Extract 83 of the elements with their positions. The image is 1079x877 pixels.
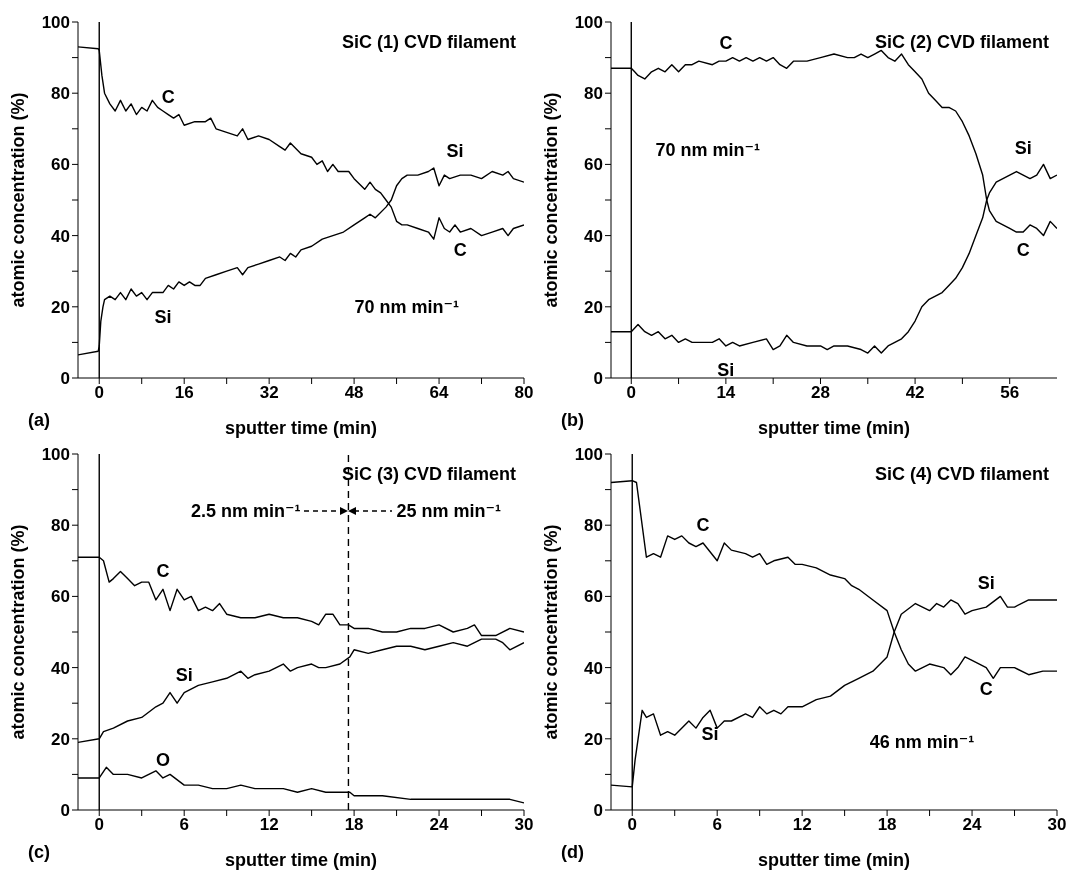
y-axis-title: atomic concentration (%): [8, 524, 29, 740]
x-tick-label: 32: [259, 383, 279, 403]
y-tick-label: 60: [51, 587, 70, 607]
x-tick-label: 24: [962, 815, 983, 835]
y-tick-label: 40: [51, 658, 70, 678]
x-tick-label: 30: [514, 815, 534, 835]
annotation: C: [1015, 240, 1031, 262]
x-tick-label: 16: [174, 383, 194, 403]
series-label: Si: [175, 664, 193, 685]
y-tick-label: 40: [584, 226, 603, 246]
x-axis-title: sputter time (min): [757, 850, 911, 870]
x-axis-title: sputter time (min): [224, 850, 378, 870]
y-tick-label: 80: [51, 516, 70, 536]
x-tick-label: 42: [905, 383, 925, 403]
x-tick-label: 0: [627, 815, 637, 835]
series-label: C: [696, 515, 710, 535]
annotation: Si: [976, 573, 996, 595]
x-tick-label: 18: [877, 815, 897, 835]
x-tick-label: 14: [716, 383, 736, 403]
annotation: C: [978, 679, 994, 701]
x-tick-label: 6: [179, 815, 189, 835]
y-tick-label: 80: [51, 84, 70, 104]
x-axis-title: sputter time (min): [224, 418, 378, 438]
annotation: Si: [445, 141, 465, 163]
y-tick-label: 40: [51, 226, 70, 246]
annotation: 70 nm min⁻¹: [354, 295, 460, 318]
x-tick-label: 12: [792, 815, 812, 835]
y-tick-label: 0: [593, 369, 603, 389]
text: (a): [28, 410, 50, 431]
x-tick-label: 80: [514, 383, 534, 403]
x-tick-label: 30: [1047, 815, 1067, 835]
text: SiC (3) CVD filament: [341, 464, 516, 485]
y-tick-label: 20: [584, 729, 603, 749]
y-tick-label: 0: [593, 801, 603, 821]
x-tick-label: 0: [626, 383, 637, 403]
y-tick-label: 60: [51, 155, 70, 175]
x-tick-label: 18: [344, 815, 364, 835]
annotation: C: [452, 240, 468, 262]
y-tick-label: 0: [60, 801, 70, 821]
annotation: Si: [1013, 137, 1033, 159]
y-tick-label: 100: [574, 445, 603, 465]
annotation: 2.5 nm min⁻¹: [190, 499, 301, 522]
series-label: C: [156, 561, 170, 582]
y-tick-label: 100: [41, 445, 70, 465]
y-tick-label: 20: [51, 729, 70, 749]
x-tick-label: 12: [259, 815, 279, 835]
x-tick-label: 56: [1000, 383, 1020, 403]
text: (c): [28, 842, 50, 863]
x-tick-label: 64: [429, 383, 450, 403]
y-tick-label: 60: [584, 155, 603, 175]
x-tick-label: 28: [811, 383, 830, 403]
y-axis-title: atomic concentration (%): [541, 92, 562, 308]
text: SiC (1) CVD filament: [341, 32, 516, 53]
text: SiC (4) CVD filament: [874, 464, 1049, 485]
annotation: 70 nm min⁻¹: [655, 139, 761, 162]
x-tick-label: 0: [94, 815, 104, 835]
series-label: O: [155, 749, 170, 770]
text: (d): [561, 842, 584, 863]
series-label: Si: [717, 359, 735, 380]
y-axis-title: atomic concentration (%): [8, 92, 29, 308]
y-tick-label: 100: [41, 13, 70, 33]
series-label: C: [719, 33, 733, 54]
y-tick-label: 20: [51, 297, 70, 317]
text: SiC (2) CVD filament: [874, 32, 1049, 53]
y-tick-label: 0: [60, 369, 70, 389]
y-tick-label: 40: [584, 658, 603, 678]
y-tick-label: 20: [584, 297, 603, 317]
x-tick-label: 0: [94, 383, 104, 403]
y-tick-label: 60: [584, 587, 603, 607]
x-tick-label: 48: [344, 383, 364, 403]
x-axis-title: sputter time (min): [757, 418, 911, 438]
series-label: C: [161, 86, 175, 107]
y-tick-label: 80: [584, 84, 603, 104]
series-label: Si: [154, 306, 172, 327]
y-axis-title: atomic concentration (%): [541, 524, 562, 740]
y-tick-label: 100: [574, 13, 603, 33]
x-tick-label: 24: [429, 815, 450, 835]
y-tick-label: 80: [584, 516, 603, 536]
x-tick-label: 6: [712, 815, 722, 835]
annotation: 25 nm min⁻¹: [396, 499, 501, 522]
series-label: Si: [701, 724, 719, 745]
annotation: 46 nm min⁻¹: [869, 731, 975, 754]
text: (b): [561, 410, 584, 431]
